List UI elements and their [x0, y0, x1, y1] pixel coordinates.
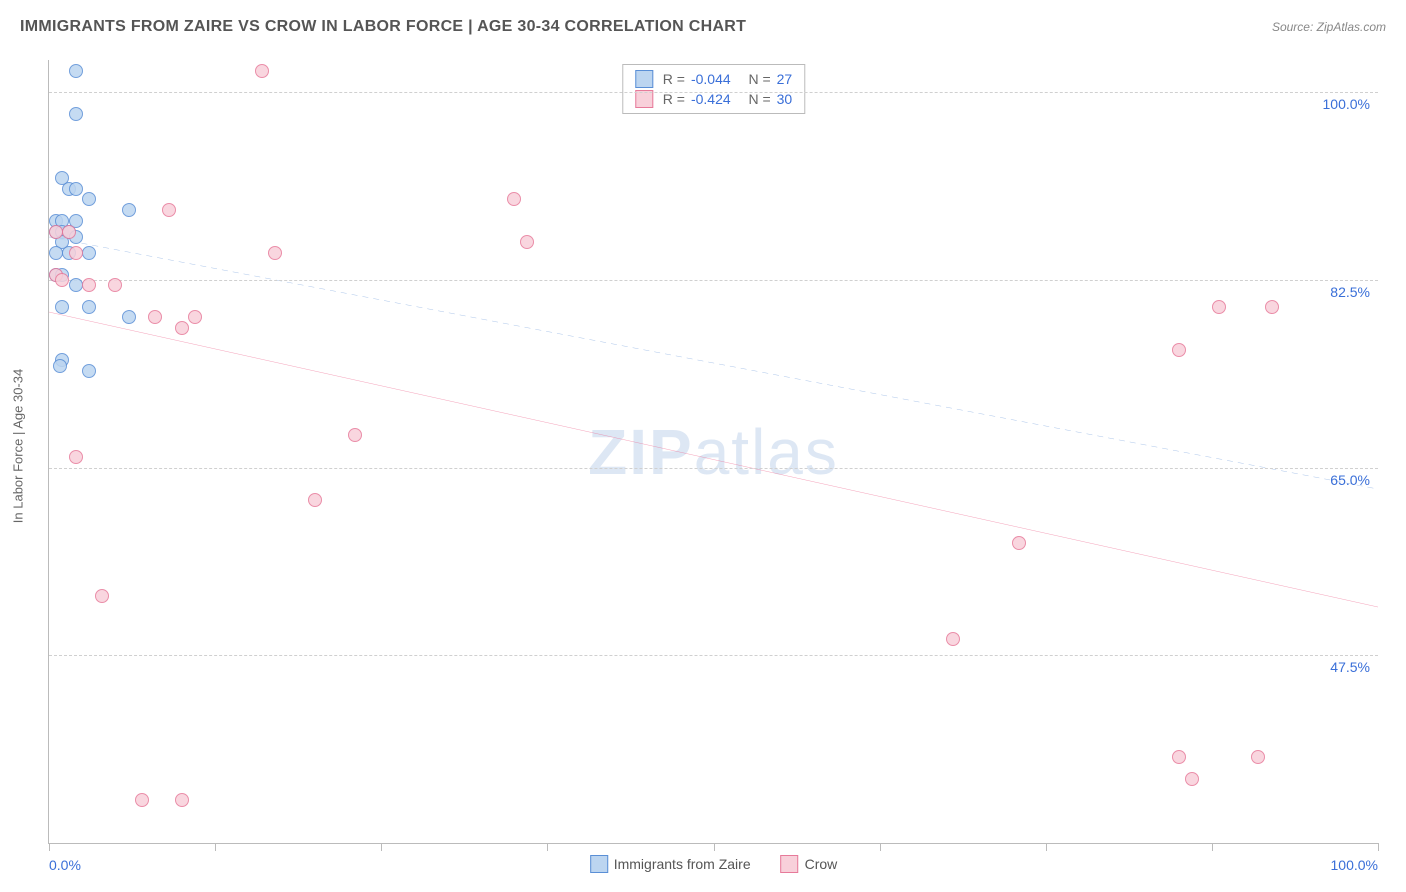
x-tick — [714, 843, 715, 851]
point-crow — [95, 589, 109, 603]
stat-n-label: N = — [741, 71, 771, 87]
point-zaire — [82, 364, 96, 378]
watermark-light: atlas — [694, 416, 839, 488]
gridline — [49, 280, 1378, 281]
point-crow — [268, 246, 282, 260]
point-crow — [69, 246, 83, 260]
point-zaire — [49, 246, 63, 260]
point-crow — [175, 793, 189, 807]
point-zaire — [69, 182, 83, 196]
point-crow — [69, 450, 83, 464]
point-zaire — [82, 300, 96, 314]
legend-series-item-0: Immigrants from Zaire — [590, 855, 751, 873]
stat-r-value-1: -0.424 — [691, 91, 731, 107]
point-crow — [188, 310, 202, 324]
x-tick — [1046, 843, 1047, 851]
point-crow — [55, 273, 69, 287]
x-tick — [1378, 843, 1379, 851]
point-crow — [49, 225, 63, 239]
point-zaire — [69, 278, 83, 292]
point-zaire — [53, 359, 67, 373]
trend-line — [49, 237, 1378, 489]
x-tick — [215, 843, 216, 851]
watermark: ZIPatlas — [588, 415, 839, 489]
point-crow — [255, 64, 269, 78]
point-crow — [1251, 750, 1265, 764]
point-crow — [348, 428, 362, 442]
watermark-bold: ZIP — [588, 416, 694, 488]
stat-r-label: R = — [663, 91, 685, 107]
source-attribution: Source: ZipAtlas.com — [1272, 20, 1386, 34]
legend-series-label-0: Immigrants from Zaire — [614, 856, 751, 872]
point-crow — [1012, 536, 1026, 550]
stat-n-label: N = — [741, 91, 771, 107]
point-zaire — [82, 192, 96, 206]
point-crow — [308, 493, 322, 507]
legend-stats-row-0: R = -0.044 N = 27 — [635, 69, 792, 89]
y-tick-label: 100.0% — [1323, 96, 1370, 112]
y-tick-label: 82.5% — [1330, 284, 1370, 300]
point-zaire — [69, 64, 83, 78]
point-crow — [520, 235, 534, 249]
y-tick-label: 47.5% — [1330, 659, 1370, 675]
point-crow — [1172, 343, 1186, 357]
legend-series-swatch-0 — [590, 855, 608, 873]
legend-series: Immigrants from Zaire Crow — [590, 855, 838, 873]
title-bar: IMMIGRANTS FROM ZAIRE VS CROW IN LABOR F… — [20, 18, 1386, 36]
plot-area: ZIPatlas R = -0.044 N = 27 R = -0.424 N … — [48, 60, 1378, 844]
legend-swatch-0 — [635, 70, 653, 88]
point-crow — [162, 203, 176, 217]
legend-series-label-1: Crow — [805, 856, 838, 872]
stat-n-value-1: 30 — [777, 91, 793, 107]
stat-r-label: R = — [663, 71, 685, 87]
point-crow — [175, 321, 189, 335]
point-crow — [135, 793, 149, 807]
point-zaire — [55, 300, 69, 314]
chart-title: IMMIGRANTS FROM ZAIRE VS CROW IN LABOR F… — [20, 18, 746, 36]
x-axis-min-label: 0.0% — [49, 857, 81, 873]
gridline — [49, 468, 1378, 469]
point-crow — [946, 632, 960, 646]
trend-lines-layer — [49, 60, 1378, 843]
legend-series-item-1: Crow — [781, 855, 838, 873]
legend-stats: R = -0.044 N = 27 R = -0.424 N = 30 — [622, 64, 805, 114]
point-crow — [108, 278, 122, 292]
x-tick — [547, 843, 548, 851]
x-tick — [381, 843, 382, 851]
legend-series-swatch-1 — [781, 855, 799, 873]
point-crow — [148, 310, 162, 324]
point-crow — [507, 192, 521, 206]
point-crow — [1172, 750, 1186, 764]
gridline — [49, 92, 1378, 93]
point-crow — [1265, 300, 1279, 314]
point-zaire — [122, 310, 136, 324]
stat-n-value-0: 27 — [777, 71, 793, 87]
x-tick — [1212, 843, 1213, 851]
point-zaire — [82, 246, 96, 260]
gridline — [49, 655, 1378, 656]
y-tick-label: 65.0% — [1330, 472, 1370, 488]
x-axis-max-label: 100.0% — [1331, 857, 1378, 873]
y-axis-title: In Labor Force | Age 30-34 — [11, 369, 26, 523]
point-zaire — [122, 203, 136, 217]
x-tick — [880, 843, 881, 851]
point-crow — [82, 278, 96, 292]
point-crow — [62, 225, 76, 239]
x-tick — [49, 843, 50, 851]
point-crow — [1185, 772, 1199, 786]
point-zaire — [69, 107, 83, 121]
point-crow — [1212, 300, 1226, 314]
stat-r-value-0: -0.044 — [691, 71, 731, 87]
